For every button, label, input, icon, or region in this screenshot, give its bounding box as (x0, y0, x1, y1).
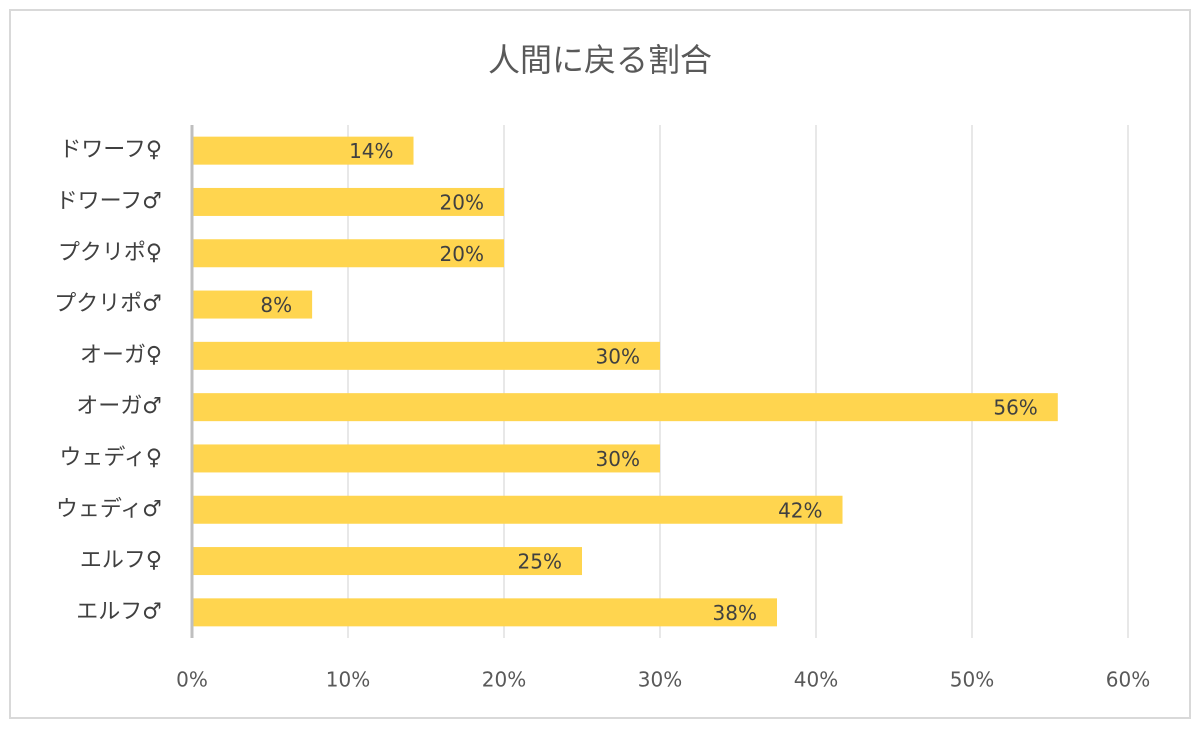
bar (192, 444, 660, 473)
bar (192, 598, 777, 627)
bar (192, 341, 660, 370)
value-label: 8% (260, 293, 292, 317)
x-tick-label: 60% (1106, 668, 1150, 692)
y-tick-label: オーガ♀ (80, 343, 162, 368)
y-tick-label: エルフ♂ (76, 599, 162, 624)
value-label: 20% (440, 242, 484, 266)
value-label: 56% (993, 396, 1037, 420)
y-tick-label: ドワーフ♀ (59, 138, 162, 163)
value-label: 42% (778, 498, 822, 522)
y-tick-label: プクリポ♀ (58, 240, 162, 265)
y-tick-label: エルフ♀ (80, 548, 162, 573)
x-tick-label: 50% (950, 668, 994, 692)
value-label: 14% (349, 139, 393, 163)
bar (192, 187, 504, 216)
chart-title: 人間に戻る割合 (488, 41, 712, 79)
y-tick-label: ウェディ♂ (56, 497, 162, 522)
y-tick-label: ウェディ♀ (59, 445, 162, 470)
x-tick-label: 40% (794, 668, 838, 692)
value-label: 20% (440, 190, 484, 214)
value-label: 25% (518, 550, 562, 574)
bar (192, 136, 414, 165)
x-tick-label: 10% (326, 668, 370, 692)
bar (192, 547, 582, 576)
x-tick-label: 30% (638, 668, 682, 692)
x-tick-label: 20% (482, 668, 526, 692)
value-label: 38% (713, 601, 757, 625)
y-tick-label: オーガ♂ (76, 394, 162, 419)
bar (192, 393, 1058, 422)
value-label: 30% (596, 447, 640, 471)
value-label: 30% (596, 344, 640, 368)
y-tick-label: プクリポ♂ (54, 292, 162, 317)
bar (192, 239, 504, 268)
bar (192, 495, 843, 524)
bar (192, 290, 313, 319)
x-tick-label: 0% (176, 668, 208, 692)
y-tick-label: ドワーフ♂ (56, 189, 162, 214)
